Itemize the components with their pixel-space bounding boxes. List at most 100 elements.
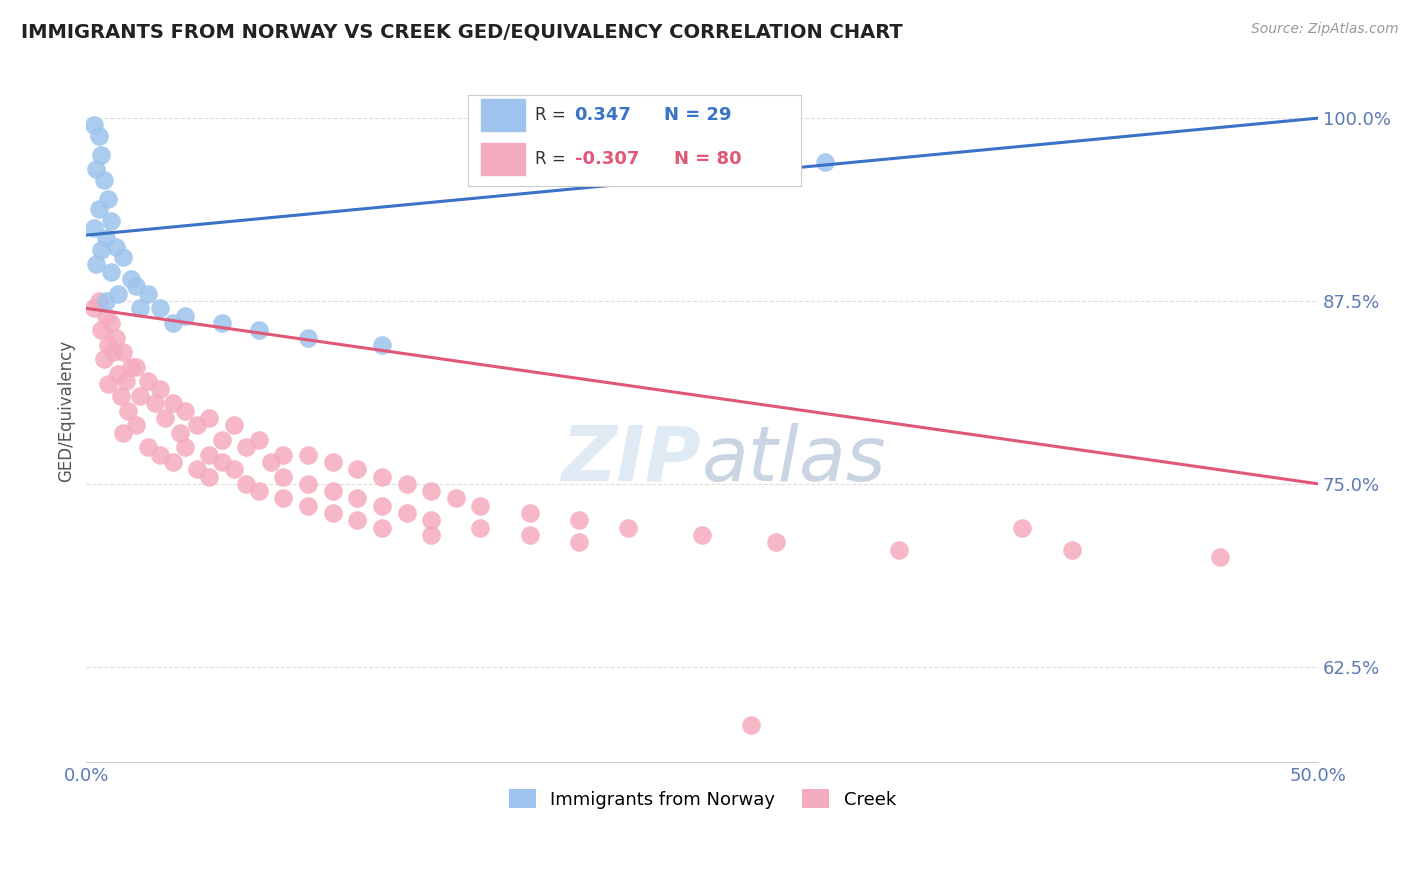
Point <box>371 521 394 535</box>
Point <box>740 718 762 732</box>
Point <box>83 220 105 235</box>
Point <box>690 528 713 542</box>
Point <box>617 521 640 535</box>
Point <box>104 240 127 254</box>
Point <box>94 293 117 308</box>
Point <box>519 506 541 520</box>
Point <box>224 418 246 433</box>
Point <box>444 491 467 506</box>
Point <box>169 425 191 440</box>
Point <box>114 375 136 389</box>
Point <box>97 338 120 352</box>
Point <box>153 411 176 425</box>
Point <box>198 469 221 483</box>
Point <box>322 506 344 520</box>
Point <box>395 506 418 520</box>
Point <box>273 448 295 462</box>
Point <box>235 440 257 454</box>
Point <box>107 286 129 301</box>
Point <box>162 455 184 469</box>
Point <box>124 359 146 374</box>
Point <box>103 345 125 359</box>
Point <box>112 425 135 440</box>
Point <box>346 491 368 506</box>
Point <box>117 403 139 417</box>
Point <box>129 301 152 316</box>
Point <box>83 119 105 133</box>
Point <box>110 389 132 403</box>
Point <box>124 279 146 293</box>
Point <box>211 455 233 469</box>
Point <box>94 231 117 245</box>
Point <box>211 433 233 447</box>
Point <box>371 469 394 483</box>
Point <box>395 476 418 491</box>
Point <box>470 521 492 535</box>
Point <box>83 301 105 316</box>
Point <box>322 484 344 499</box>
Point <box>519 528 541 542</box>
Point <box>112 250 135 264</box>
Point <box>470 499 492 513</box>
Point <box>120 359 142 374</box>
Point <box>346 462 368 476</box>
Point <box>136 440 159 454</box>
Point <box>273 491 295 506</box>
Point <box>97 377 120 392</box>
Point <box>1208 549 1230 564</box>
Point <box>97 192 120 206</box>
Point <box>100 316 122 330</box>
Point <box>87 128 110 143</box>
Point <box>273 469 295 483</box>
Point <box>129 389 152 403</box>
Point <box>765 535 787 549</box>
Legend: Immigrants from Norway, Creek: Immigrants from Norway, Creek <box>502 782 903 816</box>
Point <box>247 484 270 499</box>
Point <box>94 309 117 323</box>
Point <box>87 293 110 308</box>
Text: IMMIGRANTS FROM NORWAY VS CREEK GED/EQUIVALENCY CORRELATION CHART: IMMIGRANTS FROM NORWAY VS CREEK GED/EQUI… <box>21 22 903 41</box>
Text: atlas: atlas <box>702 423 887 497</box>
Point <box>371 338 394 352</box>
Point <box>297 499 319 513</box>
Point <box>84 162 107 177</box>
Point <box>568 513 591 527</box>
Point <box>124 418 146 433</box>
Point <box>297 476 319 491</box>
Point <box>100 265 122 279</box>
Point <box>84 257 107 271</box>
Point <box>224 462 246 476</box>
Point <box>162 396 184 410</box>
Point <box>568 535 591 549</box>
Point <box>420 528 443 542</box>
Text: ZIP: ZIP <box>562 423 702 497</box>
Point <box>814 155 837 169</box>
Point <box>149 448 172 462</box>
Point <box>136 286 159 301</box>
Point <box>173 403 195 417</box>
Point <box>162 316 184 330</box>
Point <box>93 172 115 186</box>
Point <box>87 202 110 216</box>
Point <box>235 476 257 491</box>
Point <box>1060 542 1083 557</box>
Point <box>100 213 122 227</box>
Point <box>107 367 129 381</box>
Point <box>112 345 135 359</box>
Point <box>322 455 344 469</box>
Point <box>420 513 443 527</box>
Point <box>247 433 270 447</box>
Point <box>889 542 911 557</box>
Point <box>149 382 172 396</box>
Point <box>104 330 127 344</box>
Point <box>90 243 112 257</box>
Point <box>136 375 159 389</box>
Point <box>120 272 142 286</box>
Point <box>143 396 166 410</box>
Point <box>297 330 319 344</box>
Point <box>1011 521 1033 535</box>
Point <box>247 323 270 337</box>
Point <box>260 455 283 469</box>
Point <box>186 462 208 476</box>
Text: Source: ZipAtlas.com: Source: ZipAtlas.com <box>1251 22 1399 37</box>
